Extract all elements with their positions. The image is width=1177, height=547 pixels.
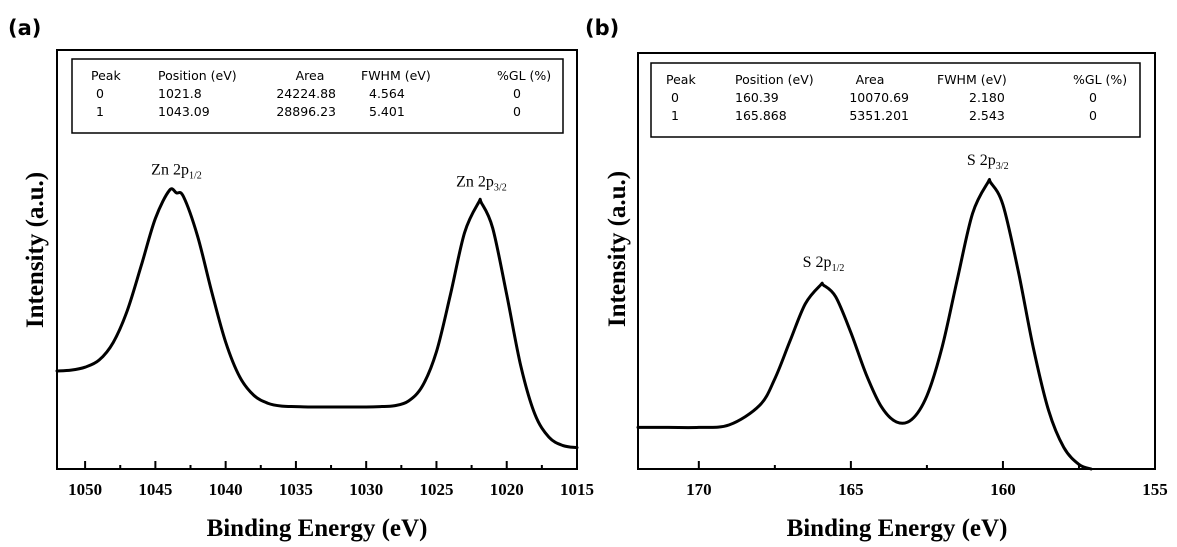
legend-cell-fwhm-ev: 5.401 [369,104,405,119]
legend-cell-peak: 1 [96,104,104,119]
spectrum-curve-s-2p [636,177,1093,471]
legend-cell-gl: 0 [1089,108,1097,123]
legend-header-position-ev: Position (eV) [735,72,814,87]
fit-parameter-legend-b: Peak Position (eV) Area FWHM (eV) %GL (%) 0 16… [650,62,1141,138]
legend-cell-position-ev: 1043.09 [158,104,210,119]
x-axis-tick-labels-b: 170 165 160 155 [686,480,1168,499]
panel-label-b: (b) [585,16,619,40]
peak-label-s-2p-3-2: S 2p3/2 [967,152,1009,172]
legend-cell-area: 28896.23 [276,104,336,119]
legend-cell-gl: 0 [513,86,521,101]
legend-cell-fwhm-ev: 2.180 [969,90,1005,105]
legend-cell-peak: 1 [671,108,679,123]
peak-label-subscript: 3/2 [494,183,507,194]
panel-label-a: (a) [8,16,41,40]
x-tick-label-170: 170 [686,480,712,499]
legend-cell-gl: 0 [1089,90,1097,105]
plot-frame-a [56,49,578,470]
peak-label-s-2p-1-2: S 2p1/2 [803,254,845,274]
legend-header-gl: %GL (%) [1073,72,1127,87]
plot-frame-b [637,52,1156,470]
x-axis-ticks-a [84,461,578,469]
legend-cell-area: 5351.201 [849,108,909,123]
x-tick-label-160: 160 [990,480,1016,499]
x-tick-label-1020: 1020 [490,480,524,499]
x-tick-label-155: 155 [1142,480,1168,499]
peak-label-zn-2p-3-2: Zn 2p3/2 [456,174,507,194]
peak-label-main: S 2p [967,152,996,169]
x-tick-label-1035: 1035 [279,480,313,499]
x-axis-tick-labels-a: 1050 1045 1040 1035 1030 1025 1020 1015 [68,480,594,499]
legend-header-fwhm-ev: FWHM (eV) [361,68,431,83]
x-tick-label-1050: 1050 [68,480,102,499]
peak-label-subscript: 3/2 [996,161,1009,172]
fit-parameter-legend-a: Peak Position (eV) Area FWHM (eV) %GL (%)0 10… [71,58,564,134]
legend-cell-peak: 0 [671,90,679,105]
legend-box-b [650,62,1141,138]
legend-header-fwhm-ev: FWHM (eV) [937,72,1007,87]
x-tick-label-1030: 1030 [349,480,383,499]
legend-header-position-ev: Position (eV) [158,68,237,83]
y-axis-title-a: Intensity (a.u.) [22,172,49,328]
x-tick-label-1015: 1015 [560,480,594,499]
x-tick-label-165: 165 [838,480,864,499]
legend-cell-fwhm-ev: 2.543 [969,108,1005,123]
x-axis-ticks-b [697,461,1156,469]
peak-label-main: S 2p [803,254,832,271]
legend-cell-position-ev: 160.39 [735,90,779,105]
y-axis-title-b: Intensity (a.u.) [604,171,631,327]
legend-cell-fwhm-ev: 4.564 [369,86,405,101]
legend-cell-area: 10070.69 [849,90,909,105]
peak-label-subscript: 1/2 [189,170,202,181]
legend-header-peak: Peak [666,72,696,87]
legend-cell-position-ev: 1021.8 [158,86,202,101]
peak-label-main: Zn 2p [151,161,189,178]
legend-box-a [71,58,564,134]
peak-label-main: Zn 2p [456,174,494,191]
legend-cell-position-ev: 165.868 [735,108,787,123]
legend-header-area: Area [856,72,885,87]
peak-label-subscript: 1/2 [832,263,845,274]
legend-header-peak: Peak [91,68,121,83]
x-tick-label-1025: 1025 [419,480,453,499]
peak-annotations-a: Zn 2p1/2 Zn 2p3/2 [151,161,507,193]
panel-a: (a) 1050 1045 1040 1035 1030 1025 1020 1015 Bin… [8,16,594,542]
legend-header-area: Area [296,68,325,83]
legend-cell-peak: 0 [96,86,104,101]
x-tick-label-1040: 1040 [209,480,243,499]
peak-label-zn-2p-1-2: Zn 2p1/2 [151,161,202,181]
x-axis-title-b: Binding Energy (eV) [787,515,1008,542]
spectrum-curve-zn-2p [55,187,579,450]
x-axis-title-a: Binding Energy (eV) [207,515,428,542]
legend-header-gl: %GL (%) [497,68,551,83]
x-tick-label-1045: 1045 [138,480,172,499]
legend-cell-gl: 0 [513,104,521,119]
legend-cell-area: 24224.88 [276,86,336,101]
peak-annotations-b: S 2p1/2S 2p3/2 [803,152,1009,274]
panel-b: (b) 170 165 160 155 Binding Energy (eV) Int… [585,16,1168,542]
